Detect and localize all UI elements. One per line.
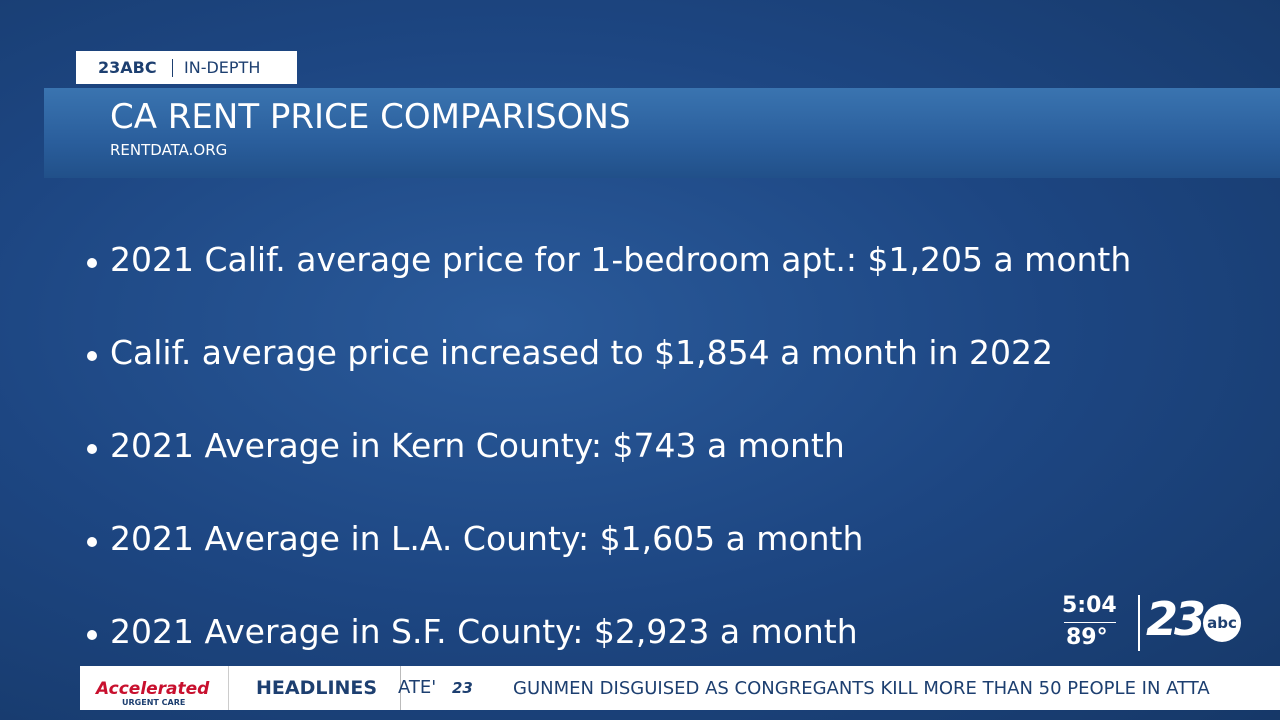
bullet-dot xyxy=(87,351,97,361)
title-bar: CA RENT PRICE COMPARISONS RENTDATA.ORG xyxy=(44,88,1280,178)
divider xyxy=(400,666,401,710)
section-tag: IN-DEPTH xyxy=(184,58,261,77)
bullet-text: 2021 Average in S.F. County: $2,923 a mo… xyxy=(110,612,858,651)
mini-logo: 23 xyxy=(452,679,473,697)
ticker-fragment: ATE' xyxy=(398,677,437,698)
temperature: 89° xyxy=(1066,625,1108,650)
divider xyxy=(228,666,229,710)
logo-number: 23 xyxy=(1146,592,1206,646)
tag-box: 23ABC IN-DEPTH xyxy=(76,51,297,84)
sponsor: Accelerated xyxy=(96,679,210,699)
bullet-text: 2021 Average in L.A. County: $1,605 a mo… xyxy=(110,519,864,558)
bullet-text: 2021 Average in Kern County: $743 a mont… xyxy=(110,426,845,465)
station-tag: 23ABC xyxy=(98,58,157,77)
sponsor-sub: URGENT CARE xyxy=(122,698,186,707)
headline: GUNMEN DISGUISED AS CONGREGANTS KILL MOR… xyxy=(513,678,1210,699)
bullet-text: Calif. average price increased to $1,854… xyxy=(110,333,1053,372)
bug-divider xyxy=(1138,595,1140,651)
source: RENTDATA.ORG xyxy=(110,141,228,159)
bullet-text: 2021 Calif. average price for 1-bedroom … xyxy=(110,240,1132,279)
bullet-dot xyxy=(87,444,97,454)
logo-network: abc xyxy=(1203,604,1241,642)
ticker-label: HEADLINES xyxy=(256,677,378,699)
title: CA RENT PRICE COMPARISONS xyxy=(110,97,631,137)
divider xyxy=(172,59,173,77)
clock: 5:04 xyxy=(1062,593,1117,618)
ticker: Accelerated URGENT CARE HEADLINES ATE' 2… xyxy=(80,666,1280,710)
bullet-dot xyxy=(87,258,97,268)
bullet-dot xyxy=(87,537,97,547)
rule xyxy=(1064,622,1116,623)
bullet-dot xyxy=(87,630,97,640)
